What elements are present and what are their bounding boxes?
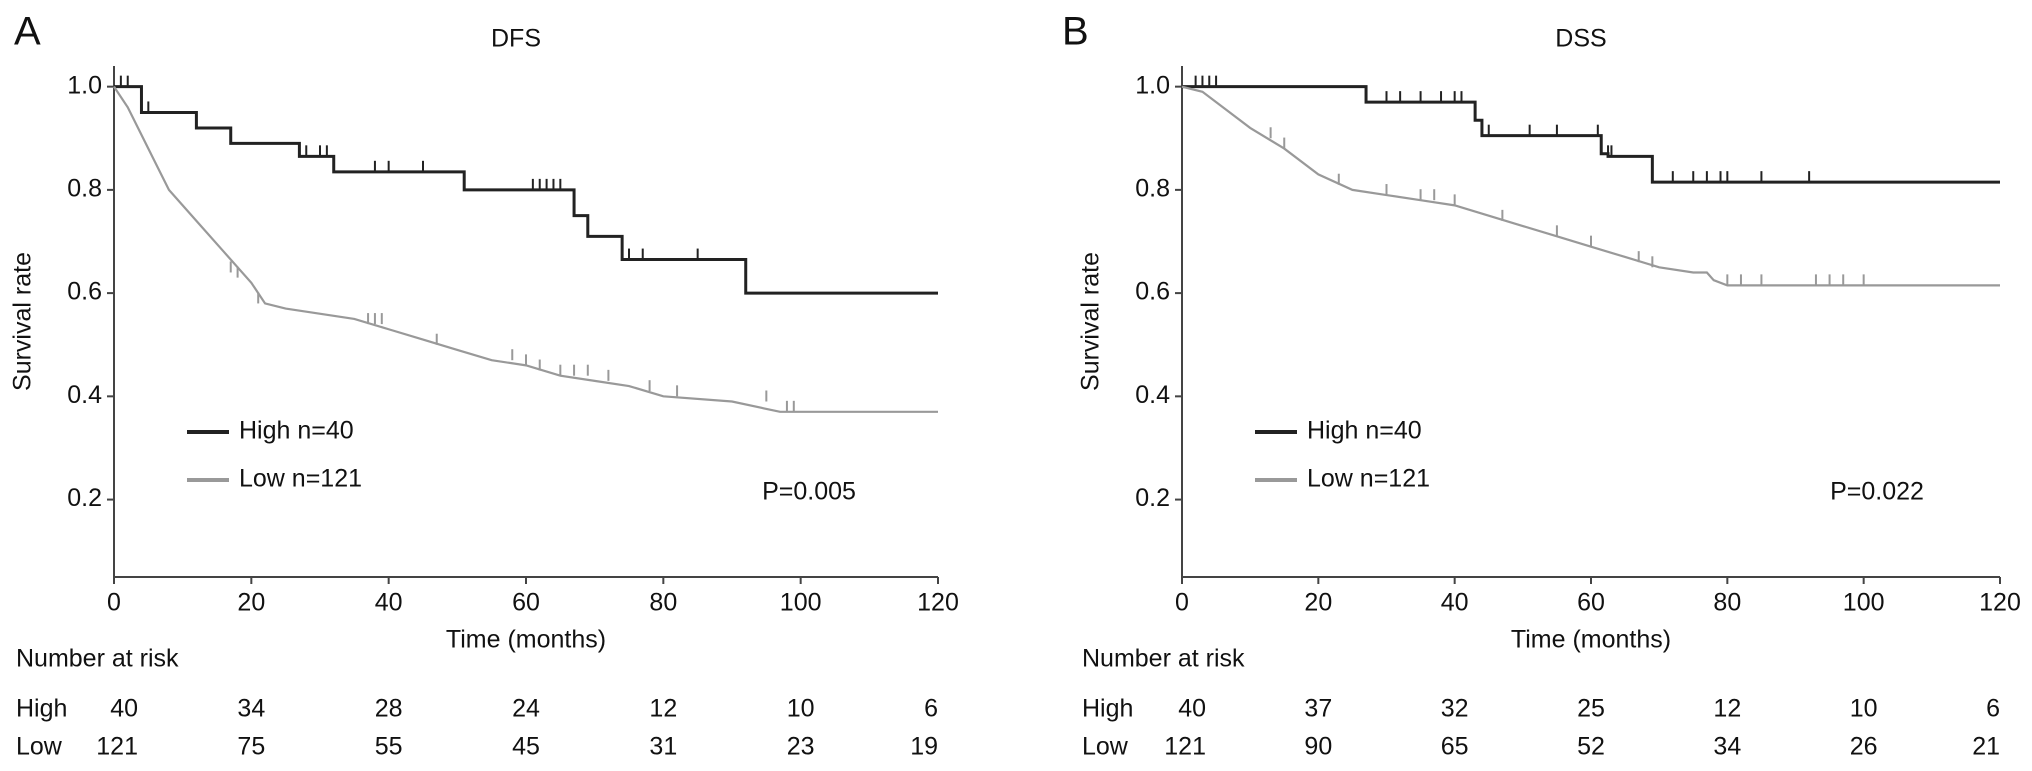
x-tick-label: 40 bbox=[375, 589, 403, 617]
survival-line bbox=[1182, 85, 2000, 184]
y-tick-label: 0.4 bbox=[1135, 381, 1170, 409]
risk-count: 26 bbox=[1850, 733, 1878, 761]
x-tick-label: 120 bbox=[1979, 589, 2021, 617]
risk-count: 55 bbox=[375, 733, 403, 761]
x-tick-label: 100 bbox=[780, 589, 822, 617]
x-tick-label: 20 bbox=[1304, 589, 1332, 617]
y-axis-label: Survival rate bbox=[1077, 252, 1105, 391]
risk-count: 75 bbox=[237, 733, 265, 761]
risk-count: 52 bbox=[1577, 733, 1605, 761]
panel-label: A bbox=[14, 10, 41, 54]
risk-count: 40 bbox=[110, 695, 138, 723]
survival-line bbox=[1181, 85, 2000, 287]
x-tick-label: 80 bbox=[1713, 589, 1741, 617]
y-tick-label: 0.6 bbox=[1135, 278, 1170, 306]
p-value: P=0.022 bbox=[1830, 478, 1924, 506]
y-tick-label: 0.2 bbox=[1135, 484, 1170, 512]
risk-count: 90 bbox=[1304, 733, 1332, 761]
risk-count: 37 bbox=[1304, 695, 1332, 723]
risk-count: 34 bbox=[237, 695, 265, 723]
risk-count: 12 bbox=[649, 695, 677, 723]
risk-count: 32 bbox=[1441, 695, 1469, 723]
risk-count: 24 bbox=[512, 695, 540, 723]
risk-count: 10 bbox=[1850, 695, 1878, 723]
x-tick-label: 60 bbox=[512, 589, 540, 617]
x-axis-label: Time (months) bbox=[446, 626, 606, 654]
x-tick-label: 0 bbox=[107, 589, 121, 617]
legend-label: Low n=121 bbox=[1307, 465, 1430, 493]
x-tick-label: 40 bbox=[1441, 589, 1469, 617]
legend-label: Low n=121 bbox=[239, 465, 362, 493]
survival-line bbox=[114, 85, 938, 295]
survival-line bbox=[113, 86, 938, 413]
risk-count: 28 bbox=[375, 695, 403, 723]
risk-count: 34 bbox=[1713, 733, 1741, 761]
risk-count: 21 bbox=[1972, 733, 2000, 761]
legend-label: High n=40 bbox=[239, 417, 354, 445]
y-tick-label: 1.0 bbox=[1135, 71, 1170, 99]
risk-count: 31 bbox=[649, 733, 677, 761]
x-tick-label: 100 bbox=[1843, 589, 1885, 617]
x-tick-label: 120 bbox=[917, 589, 959, 617]
y-axis-label: Survival rate bbox=[9, 252, 37, 391]
y-tick-label: 0.2 bbox=[67, 484, 102, 512]
x-tick-label: 80 bbox=[649, 589, 677, 617]
risk-count: 40 bbox=[1178, 695, 1206, 723]
risk-count: 6 bbox=[924, 695, 938, 723]
legend-label: High n=40 bbox=[1307, 417, 1422, 445]
risk-count: 19 bbox=[910, 733, 938, 761]
y-tick-label: 0.8 bbox=[1135, 174, 1170, 202]
risk-count: 121 bbox=[96, 733, 138, 761]
x-tick-label: 60 bbox=[1577, 589, 1605, 617]
risk-count: 25 bbox=[1577, 695, 1605, 723]
chart-title: DFS bbox=[491, 25, 541, 53]
panel-label: B bbox=[1062, 10, 1089, 54]
risk-row-label: Low bbox=[1082, 733, 1129, 761]
risk-table-title: Number at risk bbox=[16, 645, 179, 673]
x-tick-label: 0 bbox=[1175, 589, 1189, 617]
risk-count: 23 bbox=[787, 733, 815, 761]
risk-count: 121 bbox=[1164, 733, 1206, 761]
risk-count: 45 bbox=[512, 733, 540, 761]
risk-count: 6 bbox=[1986, 695, 2000, 723]
risk-count: 12 bbox=[1713, 695, 1741, 723]
risk-table-title: Number at risk bbox=[1082, 645, 1245, 673]
risk-count: 10 bbox=[787, 695, 815, 723]
x-axis-label: Time (months) bbox=[1511, 626, 1671, 654]
risk-row-label: High bbox=[16, 695, 67, 723]
risk-count: 65 bbox=[1441, 733, 1469, 761]
p-value: P=0.005 bbox=[762, 478, 856, 506]
risk-row-label: Low bbox=[16, 733, 63, 761]
y-tick-label: 1.0 bbox=[67, 71, 102, 99]
y-tick-label: 0.4 bbox=[67, 381, 102, 409]
x-tick-label: 20 bbox=[237, 589, 265, 617]
y-tick-label: 0.8 bbox=[67, 174, 102, 202]
chart-title: DSS bbox=[1555, 25, 1606, 53]
y-tick-label: 0.6 bbox=[67, 278, 102, 306]
risk-row-label: High bbox=[1082, 695, 1133, 723]
